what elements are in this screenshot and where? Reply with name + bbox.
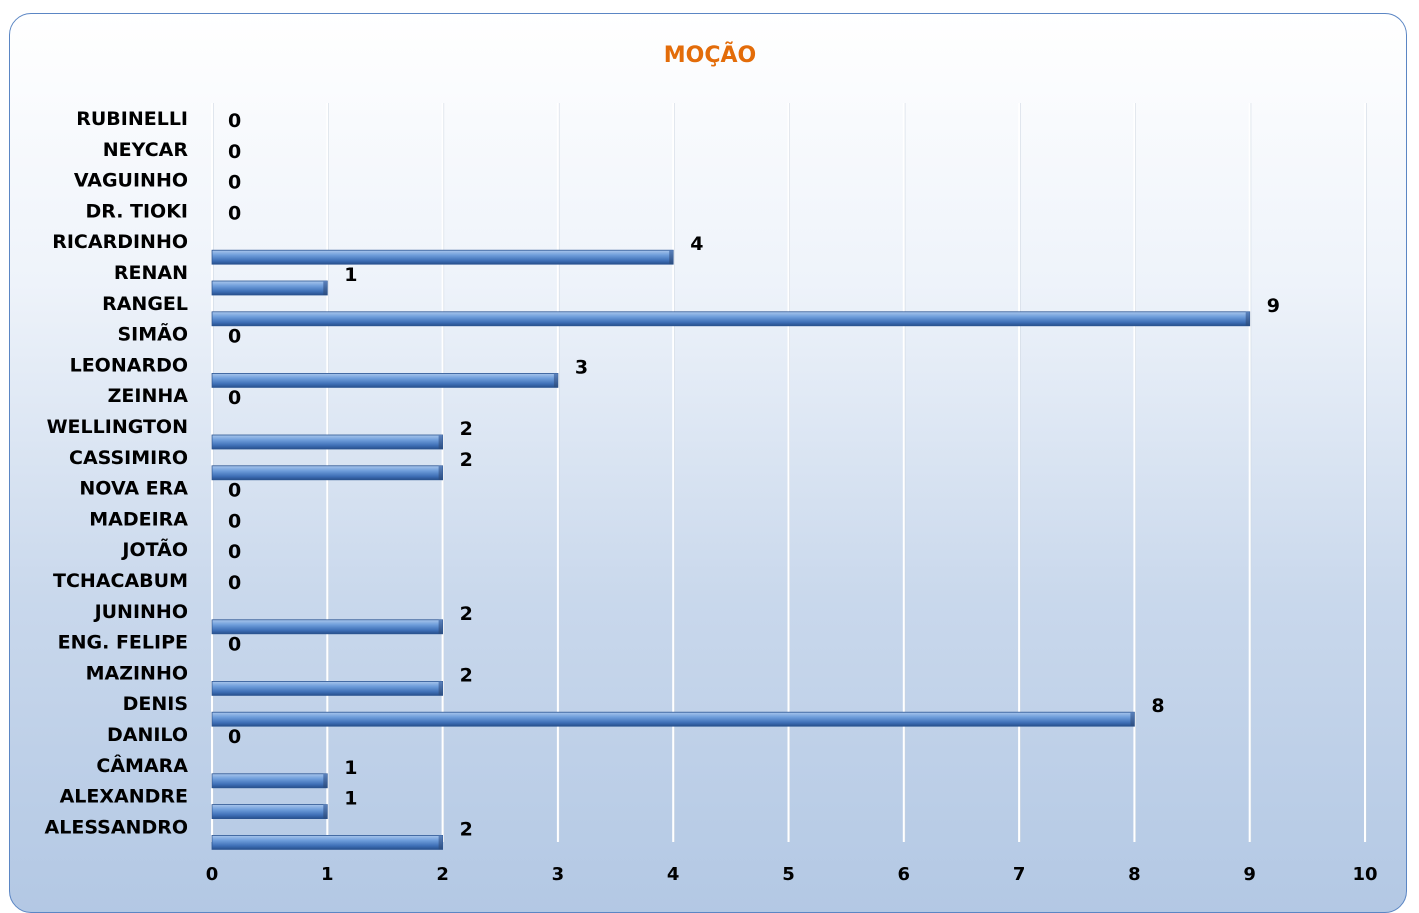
x-tick-label: 6: [898, 864, 911, 885]
bar-end-cap: [1130, 712, 1135, 727]
category-label: TCHACABUM: [53, 570, 188, 592]
value-label: 8: [1151, 695, 1164, 717]
value-label: 1: [344, 757, 357, 779]
bar-end-cap: [438, 435, 443, 449]
x-tick-label: 8: [1128, 864, 1141, 885]
value-label: 0: [228, 326, 241, 348]
value-label: 2: [460, 603, 473, 625]
value-label: 1: [344, 788, 357, 810]
value-label: 0: [228, 110, 241, 132]
category-label: DENIS: [123, 693, 188, 715]
category-label: JOTÃO: [120, 537, 188, 561]
x-tick-label: 3: [552, 864, 565, 885]
category-label: NEYCAR: [103, 139, 189, 161]
bar: [211, 681, 444, 696]
bar-end-cap: [553, 373, 558, 388]
chart-frame: [9, 13, 1407, 913]
bar-end-cap: [323, 281, 328, 295]
category-label: RUBINELLI: [76, 108, 188, 130]
x-tick-label: 4: [667, 864, 680, 885]
category-label: ALEXANDRE: [60, 786, 188, 808]
value-label: 9: [1267, 295, 1280, 317]
category-label: VAGUINHO: [74, 170, 188, 192]
bar-end-cap: [1245, 311, 1250, 326]
value-label: 0: [228, 172, 241, 194]
bar: [211, 311, 1251, 327]
category-label: CÂMARA: [96, 754, 188, 777]
bar: [211, 372, 559, 388]
value-label: 0: [228, 480, 241, 502]
labels-layer: RUBINELLI 0 NEYCAR 0 VAGUINHO 0 DR. TIOKI 0 RICA…: [45, 108, 1280, 840]
bar-end-cap: [323, 773, 328, 788]
bar-end-cap: [323, 804, 328, 819]
category-label: DANILO: [107, 724, 188, 746]
x-tick-label: 2: [436, 864, 449, 885]
category-label: LEONARDO: [70, 354, 188, 376]
bars-layer: [211, 249, 1251, 850]
category-label: DR. TIOKI: [85, 200, 188, 222]
category-label: WELLINGTON: [47, 416, 188, 438]
bar: [211, 804, 328, 819]
chart-title: MOÇÃO: [664, 42, 756, 68]
value-label: 0: [228, 541, 241, 563]
value-label: 2: [460, 818, 473, 840]
bar-end-cap: [438, 681, 443, 696]
bar: [211, 619, 444, 635]
category-label: SIMÃO: [117, 322, 188, 346]
value-label: 4: [690, 233, 703, 255]
value-label: 0: [228, 387, 241, 409]
x-axis-ticks: 0 1 2 3 4 5 6 7 8 9 10: [206, 864, 1378, 885]
bar: [211, 711, 1135, 727]
bar: [211, 249, 674, 265]
bar: [211, 434, 444, 450]
bar: [211, 280, 328, 296]
category-label: JUNINHO: [93, 601, 188, 623]
value-label: 0: [228, 141, 241, 163]
category-label: CASSIMIRO: [69, 447, 188, 469]
x-tick-label: 1: [321, 864, 334, 885]
category-label: RICARDINHO: [52, 231, 188, 253]
x-tick-label: 5: [782, 864, 795, 885]
value-label: 2: [460, 418, 473, 440]
bar-end-cap: [438, 835, 443, 850]
value-label: 0: [228, 202, 241, 224]
bar-end-cap: [438, 619, 443, 634]
category-label: NOVA ERA: [79, 478, 188, 500]
category-label: ENG. FELIPE: [58, 632, 188, 654]
value-label: 2: [460, 449, 473, 471]
bar-end-cap: [669, 250, 674, 265]
x-tick-label: 10: [1352, 864, 1377, 885]
x-tick-label: 9: [1243, 864, 1256, 885]
bar: [211, 835, 444, 850]
value-label: 2: [460, 664, 473, 686]
category-label: MAZINHO: [86, 662, 188, 684]
value-label: 0: [228, 634, 241, 656]
bar: [211, 465, 444, 481]
x-tick-label: 0: [206, 864, 219, 885]
bar-end-cap: [438, 465, 443, 480]
value-label: 1: [344, 264, 357, 286]
value-label: 3: [575, 356, 588, 378]
category-label: RENAN: [114, 262, 188, 284]
value-label: 0: [228, 572, 241, 594]
x-tick-label: 7: [1013, 864, 1026, 885]
bar: [211, 773, 328, 789]
category-label: RANGEL: [102, 293, 188, 315]
value-label: 0: [228, 510, 241, 532]
category-label: ALESSANDRO: [45, 816, 188, 838]
category-label: ZEINHA: [108, 385, 189, 407]
category-label: MADEIRA: [89, 508, 188, 530]
value-label: 0: [228, 726, 241, 748]
